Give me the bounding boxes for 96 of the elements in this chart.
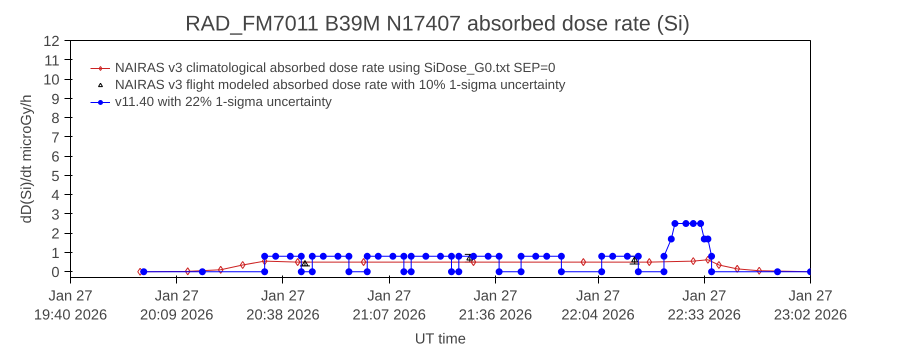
point xyxy=(466,254,474,260)
point xyxy=(455,268,462,276)
y-tick-label: 12 xyxy=(43,34,60,50)
x-tick-label: Jan 27 21:36 2026 xyxy=(458,288,532,324)
point xyxy=(272,252,280,260)
point xyxy=(734,264,740,273)
point xyxy=(671,220,678,228)
point xyxy=(140,268,148,276)
point xyxy=(705,256,711,264)
point xyxy=(774,268,782,276)
point xyxy=(532,252,540,260)
x-tick-label: Jan 27 20:09 2026 xyxy=(140,288,214,324)
point xyxy=(543,252,550,260)
point xyxy=(364,268,371,276)
point xyxy=(184,267,191,276)
point xyxy=(690,220,697,228)
point xyxy=(320,252,327,260)
point xyxy=(646,258,652,266)
point xyxy=(660,252,668,260)
point xyxy=(518,268,525,276)
point xyxy=(218,266,224,274)
y-tick-label: 4 xyxy=(51,188,60,204)
legend-label: NAIRAS v3 flight modeled absorbed dose rate with 10% 1-sigma uncertainty xyxy=(115,77,566,92)
y-tick-label: 7 xyxy=(51,130,60,146)
point xyxy=(301,260,308,266)
point xyxy=(374,252,382,260)
legend-label: NAIRAS v3 climatological absorbed dose rate using SiDose_G0.txt SEP=0 xyxy=(115,60,556,75)
x-tick-label: Jan 27 20:38 2026 xyxy=(246,288,320,324)
point xyxy=(496,268,503,276)
point xyxy=(609,252,616,260)
point xyxy=(389,252,396,260)
chart-title: RAD_FM7011 B39M N17407 absorbed dose rate (Si) xyxy=(185,12,690,36)
y-tick-label: 6 xyxy=(51,150,60,166)
x-tick-label: Jan 27 22:33 2026 xyxy=(668,288,741,324)
point xyxy=(756,266,762,275)
x-tick-label: Jan 27 22:04 2026 xyxy=(561,288,635,324)
point xyxy=(708,252,716,260)
point xyxy=(518,252,525,260)
point xyxy=(634,268,642,276)
point xyxy=(716,260,722,269)
y-tick-label: 10 xyxy=(43,72,60,89)
point xyxy=(448,268,455,276)
point xyxy=(400,252,408,260)
y-tick-label: 3 xyxy=(51,207,60,224)
point xyxy=(448,252,455,260)
point xyxy=(334,252,342,260)
point xyxy=(580,258,586,266)
point xyxy=(408,268,415,276)
point xyxy=(364,252,371,260)
y-tick-label: 5 xyxy=(51,168,60,185)
point xyxy=(294,258,300,266)
y-tick-label: 0 xyxy=(51,265,60,282)
point xyxy=(660,268,668,276)
point xyxy=(598,268,606,276)
point xyxy=(360,258,366,266)
point xyxy=(668,235,675,242)
point xyxy=(690,257,696,266)
point xyxy=(308,268,316,276)
x-tick-label: Jan 27 19:40 2026 xyxy=(34,288,108,324)
y-tick-label: 8 xyxy=(51,111,60,128)
point xyxy=(484,252,492,260)
y-tick-label: 2 xyxy=(51,226,60,243)
point xyxy=(558,252,565,260)
point xyxy=(624,252,631,260)
point xyxy=(261,268,268,276)
legend-label: v11.40 with 22% 1-sigma uncertainty xyxy=(115,94,332,109)
x-tick-label: Jan 27 21:07 2026 xyxy=(352,288,426,324)
point xyxy=(455,252,462,260)
point xyxy=(558,268,565,276)
point xyxy=(400,268,408,276)
point xyxy=(308,252,316,260)
y-tick-label: 1 xyxy=(51,246,60,262)
point xyxy=(198,268,206,276)
point xyxy=(408,252,415,260)
point xyxy=(437,252,444,260)
x-axis-title: UT time xyxy=(414,332,466,348)
point xyxy=(345,252,352,260)
point xyxy=(470,252,477,260)
point xyxy=(422,252,430,260)
point xyxy=(682,220,690,228)
point xyxy=(261,252,268,260)
point xyxy=(496,252,503,260)
point xyxy=(631,256,638,262)
y-tick-label: 11 xyxy=(44,53,60,70)
point xyxy=(634,252,642,260)
point xyxy=(286,252,294,260)
point xyxy=(298,268,305,276)
y-axis-title: dD(Si)/dt microGy/h xyxy=(19,94,36,224)
point xyxy=(345,268,352,276)
x-tick-label: Jan 27 23:02 2026 xyxy=(774,288,848,324)
point xyxy=(697,220,704,228)
point xyxy=(708,268,716,276)
y-tick-label: 9 xyxy=(51,92,60,108)
point xyxy=(240,260,246,269)
point xyxy=(298,252,305,260)
point xyxy=(598,252,606,260)
